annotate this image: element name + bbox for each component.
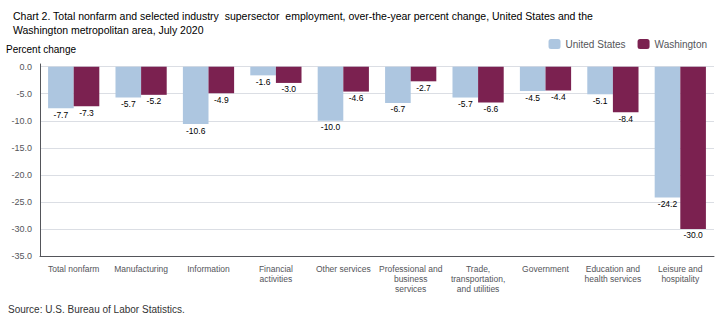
svg-text:transportation,: transportation, [451, 274, 505, 284]
svg-text:-5.0: -5.0 [16, 89, 32, 99]
svg-text:health services: health services [585, 274, 642, 284]
svg-text:-25.0: -25.0 [11, 197, 32, 207]
svg-text:-6.6: -6.6 [484, 104, 499, 114]
svg-text:Washington metropolitan area,: Washington metropolitan area, July 2020 [13, 24, 204, 36]
svg-text:-4.5: -4.5 [525, 93, 540, 103]
svg-text:-6.7: -6.7 [391, 104, 406, 114]
svg-text:-35.0: -35.0 [11, 251, 32, 261]
svg-text:hospitality: hospitality [661, 274, 700, 284]
svg-text:-10.0: -10.0 [321, 122, 341, 132]
svg-text:Chart 2. Total nonfarm and sel: Chart 2. Total nonfarm and selected indu… [13, 10, 593, 22]
svg-text:-7.3: -7.3 [79, 108, 94, 118]
svg-text:-3.0: -3.0 [281, 84, 296, 94]
svg-text:-15.0: -15.0 [11, 143, 32, 153]
svg-text:-5.2: -5.2 [147, 96, 162, 106]
svg-text:-8.4: -8.4 [618, 114, 633, 124]
svg-text:services: services [395, 284, 426, 294]
svg-text:-5.1: -5.1 [593, 96, 608, 106]
svg-text:Manufacturing: Manufacturing [114, 264, 168, 274]
svg-text:-20.0: -20.0 [11, 170, 32, 180]
svg-text:-10.6: -10.6 [186, 126, 206, 136]
svg-text:Education and: Education and [586, 264, 641, 274]
svg-text:Government: Government [522, 264, 569, 274]
svg-text:-30.0: -30.0 [683, 230, 703, 240]
svg-text:Other services: Other services [316, 264, 371, 274]
svg-text:Professional and: Professional and [379, 264, 443, 274]
svg-text:-24.2: -24.2 [658, 199, 678, 209]
svg-text:Total nonfarm: Total nonfarm [48, 264, 100, 274]
svg-text:-1.6: -1.6 [256, 77, 271, 87]
svg-text:-5.7: -5.7 [458, 99, 473, 109]
svg-text:Information: Information [187, 264, 230, 274]
svg-text:-4.6: -4.6 [349, 93, 364, 103]
svg-text:Source: U.S. Bureau of Labor S: Source: U.S. Bureau of Labor Statistics. [8, 304, 185, 315]
svg-text:-4.4: -4.4 [551, 92, 566, 102]
svg-text:-10.0: -10.0 [11, 116, 32, 126]
svg-text:-2.7: -2.7 [416, 83, 431, 93]
svg-text:Financial: Financial [259, 264, 293, 274]
svg-text:Percent change: Percent change [6, 44, 76, 55]
svg-text:United States: United States [566, 39, 626, 50]
svg-text:Washington: Washington [655, 39, 707, 50]
svg-text:and utilities: and utilities [457, 284, 500, 294]
svg-text:-30.0: -30.0 [11, 224, 32, 234]
svg-text:-7.7: -7.7 [54, 110, 69, 120]
svg-text:activities: activities [260, 274, 293, 284]
svg-text:Leisure and: Leisure and [658, 264, 703, 274]
svg-text:-4.9: -4.9 [214, 95, 229, 105]
svg-text:business: business [394, 274, 428, 284]
svg-text:-5.7: -5.7 [121, 99, 136, 109]
svg-text:0.0: 0.0 [19, 62, 32, 72]
svg-text:Trade,: Trade, [466, 264, 490, 274]
